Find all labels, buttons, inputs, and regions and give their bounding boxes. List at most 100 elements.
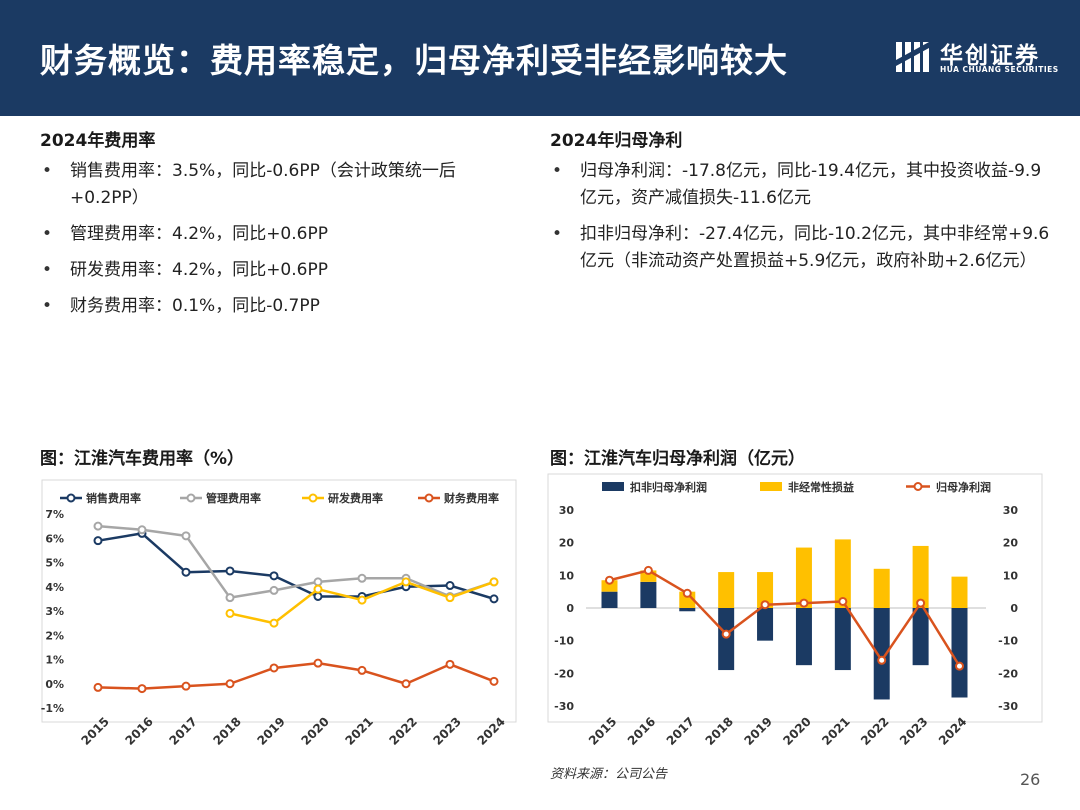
- y-tick-label-right: -20: [998, 667, 1018, 680]
- chart1-point: [401, 679, 411, 689]
- legend-label: 销售费用率: [86, 491, 141, 505]
- bullet-item: 管理费用率：4.2%，同比+0.6PP: [40, 221, 510, 248]
- y-tick-label-left: -10: [554, 635, 574, 648]
- page-number: 26: [1020, 770, 1041, 789]
- chart2-bar: [601, 580, 618, 592]
- bullet-item: 扣非归母净利：-27.4亿元，同比-10.2亿元，其中非经常+9.6亿元（非流动…: [550, 221, 1050, 275]
- chart1-legend-item: 管理费用率: [180, 491, 261, 505]
- chart1-point: [445, 593, 455, 603]
- chart2-legend-item: 扣非归母净利润: [602, 480, 707, 494]
- chart1-point: [93, 536, 103, 546]
- x-tick-label: 2020: [298, 714, 332, 748]
- chart1-point: [181, 531, 191, 541]
- company-logo: 华创证券 HUA CHUANG SECURITIES: [896, 36, 1058, 78]
- y-tick-label: 4%: [45, 581, 64, 594]
- chart1-legend-item: 财务费用率: [418, 491, 499, 505]
- chart1-point: [489, 594, 499, 604]
- x-tick-label: 2023: [897, 714, 931, 748]
- legend-marker: [308, 493, 318, 503]
- chart1-point: [445, 581, 455, 591]
- chart2-legend-item: 归母净利润: [906, 480, 991, 494]
- y-tick-label: 1%: [45, 654, 64, 667]
- chart1-point: [357, 665, 367, 675]
- chart1-point: [181, 567, 191, 577]
- chart1-line-series-1: [97, 524, 495, 599]
- chart2-point: [877, 655, 887, 665]
- x-tick-label: 2024: [474, 714, 508, 748]
- bullet-item: 销售费用率：3.5%，同比-0.6PP（会计政策统一后+0.2PP）: [40, 158, 510, 212]
- chart1-point: [489, 676, 499, 686]
- chart1-point: [269, 618, 279, 628]
- chart1-point: [313, 591, 323, 601]
- legend-label: 扣非归母净利润: [630, 480, 707, 494]
- x-tick-label: 2018: [210, 714, 244, 748]
- chart2-bar: [757, 608, 774, 641]
- chart2-bar: [640, 581, 657, 608]
- legend-label: 研发费用率: [328, 491, 383, 505]
- x-tick-label: 2022: [858, 714, 892, 748]
- chart2-bar: [912, 608, 929, 666]
- chart2-point: [760, 600, 770, 610]
- chart1-title: 图：江淮汽车费用率（%）: [40, 449, 245, 469]
- bullet-item: 归母净利润：-17.8亿元，同比-19.4亿元，其中投资收益-9.9亿元，资产减…: [550, 158, 1050, 212]
- chart2-bar: [718, 608, 735, 671]
- x-tick-label: 2016: [625, 714, 659, 748]
- x-tick-label: 2015: [78, 714, 112, 748]
- chart2-bar: [795, 547, 812, 608]
- legend-label: 财务费用率: [443, 491, 499, 505]
- x-tick-label: 2019: [741, 714, 775, 748]
- left-section-title: 2024年费用率: [40, 131, 156, 151]
- chart2-bar: [873, 568, 890, 608]
- legend-label: 管理费用率: [206, 491, 261, 505]
- chart1-point: [269, 663, 279, 673]
- chart1-point: [357, 595, 367, 605]
- y-tick-label: 2%: [45, 629, 64, 642]
- chart2-bar: [834, 608, 851, 671]
- chart2-point: [721, 629, 731, 639]
- y-tick-label-left: 30: [559, 504, 575, 517]
- chart2-point: [838, 596, 848, 606]
- chart1-point: [225, 679, 235, 689]
- legend-marker: [186, 493, 196, 503]
- x-tick-label: 2018: [703, 714, 737, 748]
- chart1-point: [401, 577, 411, 587]
- legend-label: 非经常性损益: [788, 480, 854, 494]
- chart2-bar: [601, 591, 618, 608]
- logo-text-cn: 华创证券: [940, 43, 1040, 69]
- y-tick-label-right: 0: [1010, 602, 1018, 615]
- bullet-item: 财务费用率：0.1%，同比-0.7PP: [40, 293, 510, 320]
- chart1-point: [181, 681, 191, 691]
- chart1-point: [357, 573, 367, 583]
- chart1-line-series-3: [97, 661, 495, 690]
- legend-swatch: [760, 482, 782, 491]
- header-bar: 财务概览：费用率稳定，归母净利受非经影响较大 华创证券 HUA CHUANG S…: [0, 0, 1080, 116]
- legend-marker: [424, 493, 434, 503]
- y-tick-label-right: 30: [1003, 504, 1019, 517]
- chart1-point: [137, 684, 147, 694]
- chart1-point: [225, 608, 235, 618]
- y-tick-label-right: -10: [998, 635, 1018, 648]
- chart2-title: 图：江淮汽车归母净利润（亿元）: [550, 449, 805, 469]
- y-tick-label-left: 20: [559, 537, 575, 550]
- x-tick-label: 2015: [586, 714, 620, 748]
- chart2-bar: [640, 570, 657, 582]
- x-tick-label: 2017: [664, 714, 698, 748]
- bullet-item: 研发费用率：4.2%，同比+0.6PP: [40, 257, 510, 284]
- chart2-bar: [718, 572, 735, 608]
- expense-ratio-line-chart: 销售费用率 管理费用率 研发费用率 财务费用率 -1% 0% 1% 2% 3% 4% 5% 6% 7% 2…: [41, 479, 517, 748]
- chart2-line-net-profit: [609, 569, 961, 667]
- chart2-bar: [834, 539, 851, 608]
- chart2-bar: [951, 608, 968, 698]
- y-tick-label-right: 20: [1003, 537, 1019, 550]
- y-tick-label-left: -20: [554, 667, 574, 680]
- chart1-point: [269, 571, 279, 581]
- chart1-point: [313, 584, 323, 594]
- y-tick-label-right: 10: [1003, 569, 1019, 582]
- x-tick-label: 2019: [254, 714, 288, 748]
- y-tick-label-left: -30: [554, 700, 574, 713]
- y-tick-label-left: 10: [559, 569, 575, 582]
- chart2-bar: [757, 572, 774, 608]
- chart2-point: [916, 598, 926, 608]
- y-tick-label: 5%: [45, 557, 64, 570]
